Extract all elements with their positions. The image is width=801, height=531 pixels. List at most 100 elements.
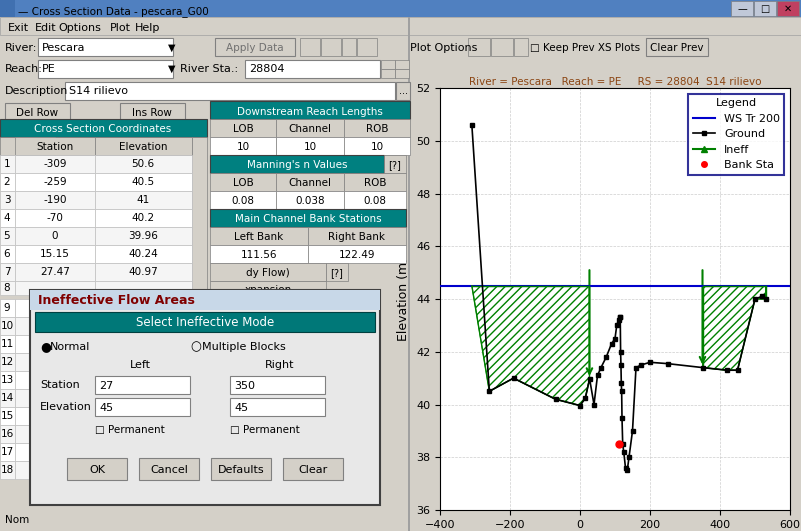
Text: 12: 12 — [0, 357, 14, 367]
Text: 1: 1 — [4, 159, 10, 169]
Text: S14 rilievo: S14 rilievo — [69, 86, 128, 96]
Text: dy Flow): dy Flow) — [246, 268, 290, 278]
Text: Exit: Exit — [8, 23, 29, 33]
Text: ...: ... — [399, 86, 408, 96]
Text: — Cross Section Data - pescara_G00: — Cross Section Data - pescara_G00 — [18, 6, 209, 18]
Text: 40.97: 40.97 — [128, 267, 158, 277]
Text: 45: 45 — [234, 403, 248, 413]
Text: 15: 15 — [0, 411, 14, 421]
Text: □ Keep Prev XS Plots: □ Keep Prev XS Plots — [530, 43, 640, 53]
Text: 10: 10 — [370, 142, 384, 152]
Text: 15.15: 15.15 — [40, 249, 70, 259]
Text: Left Bank: Left Bank — [235, 232, 284, 242]
Text: 16: 16 — [0, 429, 14, 439]
Text: Options: Options — [58, 23, 101, 33]
Text: 40.24: 40.24 — [128, 249, 158, 259]
Text: □ Permanent: □ Permanent — [230, 425, 300, 435]
Text: Cross Section Coordinates: Cross Section Coordinates — [34, 124, 171, 134]
Text: Nom: Nom — [5, 515, 30, 525]
Text: Main Channel Bank Stations: Main Channel Bank Stations — [235, 214, 381, 224]
Text: 50.6: 50.6 — [131, 159, 155, 169]
Text: 14: 14 — [0, 393, 14, 403]
Text: Cancel: Cancel — [150, 465, 188, 475]
Text: Select Ineffective Mode: Select Ineffective Mode — [136, 316, 274, 330]
Text: PE: PE — [42, 64, 56, 74]
Text: 350: 350 — [234, 381, 255, 391]
Text: 0.08: 0.08 — [364, 196, 387, 206]
Polygon shape — [702, 286, 766, 370]
Text: Channel: Channel — [288, 124, 332, 134]
Text: Right Bank: Right Bank — [328, 232, 385, 242]
Text: 39.96: 39.96 — [128, 231, 158, 241]
Text: 41: 41 — [136, 195, 150, 205]
Text: Plot Options: Plot Options — [410, 43, 477, 53]
Text: Apply Data: Apply Data — [226, 43, 284, 53]
Text: Ineffective Flow Areas: Ineffective Flow Areas — [38, 294, 195, 306]
Text: Elevation: Elevation — [40, 402, 92, 412]
Text: 27.47: 27.47 — [40, 267, 70, 277]
Text: Station: Station — [36, 142, 74, 152]
Text: Description: Description — [5, 86, 68, 96]
Text: 17: 17 — [0, 447, 14, 457]
Text: ROB: ROB — [364, 178, 386, 188]
Text: -190: -190 — [43, 195, 66, 205]
Text: Defaults: Defaults — [218, 465, 264, 475]
Text: 0: 0 — [52, 231, 58, 241]
Polygon shape — [472, 286, 590, 406]
Text: OK: OK — [89, 465, 105, 475]
Text: 28804: 28804 — [249, 64, 284, 74]
Text: -309: -309 — [43, 159, 66, 169]
Text: River = Pescara   Reach = PE     RS = 28804  S14 rilievo: River = Pescara Reach = PE RS = 28804 S1… — [469, 77, 761, 87]
Text: ○: ○ — [190, 340, 201, 354]
Text: Help: Help — [135, 23, 160, 33]
Text: 0.08: 0.08 — [231, 196, 255, 206]
Y-axis label: Elevation (m): Elevation (m) — [397, 257, 410, 341]
Text: Station: Station — [40, 380, 80, 390]
Text: Multiple Blocks: Multiple Blocks — [202, 342, 286, 352]
Text: 6: 6 — [4, 249, 10, 259]
Text: 11: 11 — [0, 339, 14, 349]
Text: Reach:: Reach: — [5, 64, 43, 74]
Text: 10: 10 — [304, 142, 316, 152]
Text: 40.5: 40.5 — [131, 177, 155, 187]
Text: -70: -70 — [46, 213, 63, 223]
Text: LOB: LOB — [232, 178, 253, 188]
Text: River Sta.:: River Sta.: — [180, 64, 238, 74]
Text: -259: -259 — [43, 177, 66, 187]
Text: 13: 13 — [0, 375, 14, 385]
Text: 10: 10 — [236, 142, 250, 152]
Text: 3: 3 — [4, 195, 10, 205]
Text: LOB: LOB — [232, 124, 253, 134]
Text: 4: 4 — [4, 213, 10, 223]
Text: Ins Row: Ins Row — [132, 108, 172, 118]
Text: Pescara: Pescara — [42, 43, 86, 53]
Text: xpansion: xpansion — [244, 285, 292, 295]
Text: 7: 7 — [4, 267, 10, 277]
Text: 10: 10 — [1, 321, 14, 331]
Text: 5: 5 — [4, 231, 10, 241]
Text: Downstream Reach Lengths: Downstream Reach Lengths — [237, 107, 383, 117]
Text: 8: 8 — [4, 283, 10, 293]
Text: ●: ● — [40, 340, 51, 354]
Text: Edit: Edit — [35, 23, 57, 33]
Text: [?]: [?] — [331, 268, 344, 278]
Text: [?]: [?] — [388, 160, 401, 170]
Text: River:: River: — [5, 43, 38, 53]
Text: 40.2: 40.2 — [131, 213, 155, 223]
Text: ▼: ▼ — [168, 64, 175, 74]
Text: ▼: ▼ — [168, 43, 175, 53]
Text: □: □ — [760, 4, 770, 14]
Text: 18: 18 — [0, 465, 14, 475]
Text: Right: Right — [265, 360, 295, 370]
Text: Channel: Channel — [288, 178, 332, 188]
Text: ROB: ROB — [366, 124, 388, 134]
Text: 9: 9 — [4, 303, 10, 313]
Text: 45: 45 — [99, 403, 113, 413]
Text: 0.038: 0.038 — [296, 196, 325, 206]
Text: Elevation: Elevation — [119, 142, 167, 152]
Legend: WS Tr 200, Ground, Ineff, Bank Sta: WS Tr 200, Ground, Ineff, Bank Sta — [688, 93, 784, 175]
Text: Clear: Clear — [299, 465, 328, 475]
Text: Normal: Normal — [50, 342, 91, 352]
Text: ✕: ✕ — [784, 4, 792, 14]
Text: 122.49: 122.49 — [339, 250, 375, 260]
